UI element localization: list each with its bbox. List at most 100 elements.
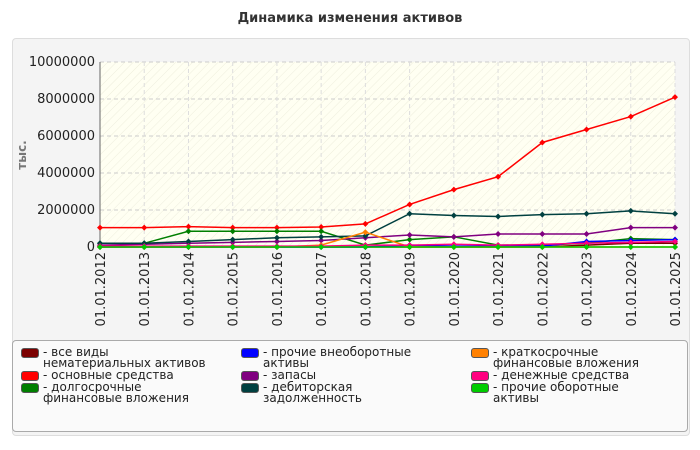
data-point (141, 224, 148, 231)
data-point (185, 223, 192, 230)
data-point (318, 224, 325, 231)
x-tick-label: 01.01.2024 (625, 252, 640, 326)
data-point (450, 212, 457, 219)
legend-swatch (21, 348, 39, 358)
y-tick-label: 8000000 (37, 92, 95, 107)
data-point (583, 126, 590, 133)
legend-swatch (241, 383, 259, 393)
legend-label: - краткосрочные финансовые вложения (493, 345, 639, 370)
y-tick-label: 0 (87, 240, 95, 255)
data-point (583, 240, 590, 247)
x-tick-label: 01.01.2022 (536, 252, 551, 326)
data-point (450, 186, 457, 193)
data-point (539, 244, 546, 250)
data-point (583, 244, 590, 250)
legend-item: - запасы (241, 368, 471, 382)
data-point (97, 244, 103, 250)
x-tick-label: 01.01.2017 (315, 252, 330, 326)
data-point (672, 94, 678, 101)
legend-label: - прочие оборотные активы (493, 380, 619, 405)
data-point (406, 231, 413, 238)
data-point (450, 233, 457, 240)
legend-item: - прочие оборотные активы (471, 380, 681, 405)
legend-swatch (471, 383, 489, 393)
data-point (273, 238, 280, 245)
data-point (672, 244, 678, 250)
legend-item: - все виды нематериальных активов (21, 345, 241, 370)
x-tick-label: 01.01.2019 (404, 252, 419, 326)
legend-swatch (241, 348, 259, 358)
x-tick-label: 01.01.2020 (448, 252, 463, 326)
data-point (583, 231, 590, 238)
legend-label: - денежные средства (493, 368, 630, 382)
data-point (406, 201, 413, 208)
data-point (229, 236, 236, 243)
data-point (362, 220, 369, 227)
y-tick-label: 2000000 (37, 203, 95, 218)
data-point (495, 231, 502, 238)
legend-label: - запасы (263, 368, 317, 382)
data-point (273, 228, 280, 235)
legend-item: - основные средства (21, 368, 241, 382)
data-point (495, 244, 502, 250)
legend-item: - долгосрочные финансовые вложения (21, 381, 241, 404)
y-axis-label: тыс. (15, 140, 29, 169)
data-point (627, 224, 634, 231)
legend-item: - дебиторская задолженность (241, 380, 471, 405)
data-point (318, 237, 325, 244)
data-point (318, 233, 325, 240)
data-point (627, 244, 634, 250)
legend-swatch (21, 383, 39, 393)
legend-swatch (21, 371, 39, 381)
legend-swatch (471, 371, 489, 381)
data-point (627, 113, 634, 120)
data-point (362, 232, 369, 239)
legend-label: - прочие внеоборотные активы (263, 345, 412, 370)
data-point (495, 213, 502, 220)
data-point (627, 207, 634, 214)
legend-swatch (471, 348, 489, 358)
y-tick-label: 4000000 (37, 166, 95, 181)
legend-label: - дебиторская задолженность (263, 380, 362, 405)
plot-area (100, 62, 675, 247)
data-point (583, 210, 590, 217)
series-line (100, 240, 676, 247)
x-tick-label: 01.01.2013 (138, 252, 153, 326)
data-point (97, 224, 103, 231)
data-point (229, 224, 236, 231)
x-tick-label: 01.01.2016 (271, 252, 286, 326)
data-point (539, 211, 546, 218)
data-point (406, 236, 413, 243)
data-point (273, 244, 280, 250)
data-point (450, 244, 457, 250)
series-line (100, 96, 676, 229)
data-point (362, 229, 369, 236)
data-point (627, 239, 634, 246)
legend-item: - прочие внеоборотные активы (241, 345, 471, 370)
legend-label: - все виды нематериальных активов (43, 345, 206, 370)
data-point (141, 244, 148, 250)
data-point (185, 244, 192, 250)
data-point (539, 231, 546, 238)
x-tick-label: 01.01.2021 (492, 252, 507, 326)
data-point (672, 224, 678, 231)
data-point (185, 228, 192, 235)
y-tick-label: 10000000 (29, 55, 95, 70)
y-tick-label: 6000000 (37, 129, 95, 144)
data-point (185, 238, 192, 245)
x-tick-label: 01.01.2018 (359, 252, 374, 326)
data-point (495, 173, 502, 180)
x-tick-label: 01.01.2015 (227, 252, 242, 326)
data-point (672, 238, 678, 245)
legend-item: - краткосрочные финансовые вложения (471, 345, 681, 370)
legend-swatch (241, 371, 259, 381)
data-point (273, 224, 280, 231)
data-point (539, 139, 546, 146)
data-point (229, 244, 236, 250)
series-line (99, 226, 675, 246)
x-tick-label: 01.01.2014 (182, 252, 197, 326)
data-point (406, 244, 413, 250)
legend-label: - основные средства (43, 368, 174, 382)
chart: Динамика изменения активов тыс. 0 2000000… (15, 11, 684, 326)
